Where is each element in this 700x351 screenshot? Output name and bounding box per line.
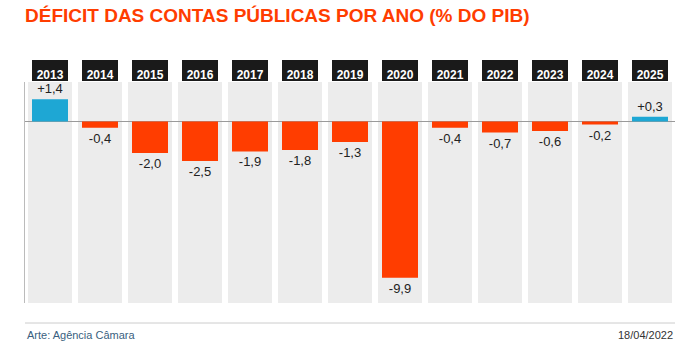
svg-text:-0,2: -0,2: [589, 128, 611, 143]
svg-text:2020: 2020: [387, 68, 414, 82]
svg-text:-9,9: -9,9: [389, 281, 411, 296]
svg-text:2016: 2016: [187, 68, 214, 82]
svg-text:+1,4: +1,4: [37, 81, 63, 96]
svg-text:Arte: Agência Câmara: Arte: Agência Câmara: [27, 329, 135, 341]
svg-text:2024: 2024: [587, 68, 614, 82]
svg-text:2018: 2018: [287, 68, 314, 82]
svg-text:-2,0: -2,0: [139, 156, 161, 171]
svg-text:-0,4: -0,4: [89, 131, 111, 146]
svg-text:2015: 2015: [137, 68, 164, 82]
svg-text:2021: 2021: [437, 68, 464, 82]
svg-text:2017: 2017: [237, 68, 264, 82]
svg-text:-2,5: -2,5: [189, 164, 211, 179]
svg-text:2019: 2019: [337, 68, 364, 82]
svg-text:-1,9: -1,9: [239, 154, 261, 169]
svg-text:18/04/2022: 18/04/2022: [618, 329, 673, 341]
svg-text:+0,3: +0,3: [637, 99, 663, 114]
svg-text:2014: 2014: [87, 68, 114, 82]
svg-text:-0,4: -0,4: [439, 131, 461, 146]
svg-text:-1,3: -1,3: [339, 145, 361, 160]
svg-text:2023: 2023: [537, 68, 564, 82]
svg-text:2025: 2025: [637, 68, 664, 82]
svg-text:2022: 2022: [487, 68, 514, 82]
svg-text:-1,8: -1,8: [289, 153, 311, 168]
svg-text:DÉFICIT DAS CONTAS PÚBLICAS PO: DÉFICIT DAS CONTAS PÚBLICAS POR ANO (% D…: [25, 5, 530, 26]
svg-text:-0,6: -0,6: [539, 134, 561, 149]
svg-text:2013: 2013: [37, 68, 64, 82]
svg-text:-0,7: -0,7: [489, 136, 511, 151]
